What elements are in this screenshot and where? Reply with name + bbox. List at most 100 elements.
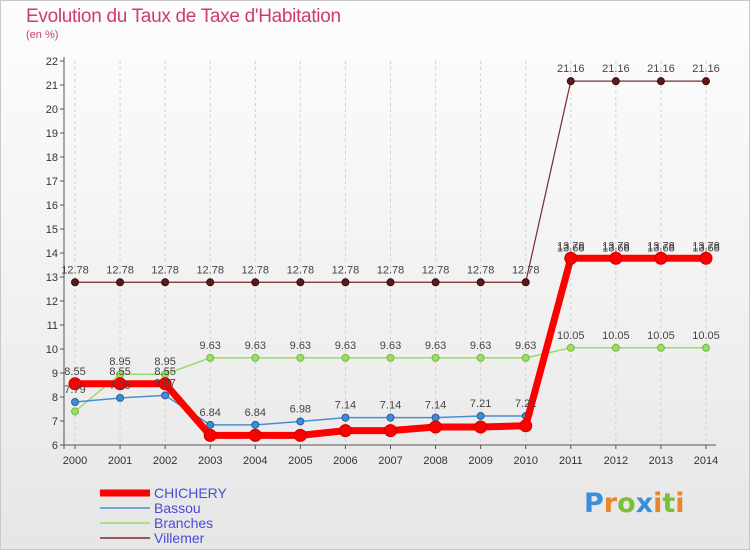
data-label-villemer: 21.16 [647, 63, 675, 75]
x-tick-label: 2002 [153, 455, 177, 467]
data-point-branches [431, 353, 440, 362]
legend-label-bassou: Bassou [154, 500, 201, 516]
x-tick-label: 2013 [649, 455, 673, 467]
data-label-bassou: 7.14 [380, 400, 401, 412]
x-tick-label: 2000 [63, 455, 87, 467]
y-tick-label: 21 [46, 80, 58, 92]
data-point-branches [611, 343, 620, 352]
data-label-branches: 9.63 [425, 340, 446, 352]
x-tick-label: 2001 [108, 455, 132, 467]
data-label-villemer: 21.16 [602, 63, 630, 75]
y-tick-label: 16 [46, 200, 58, 212]
data-label-chichery: 8.55 [64, 366, 85, 378]
y-tick-label: 12 [46, 296, 58, 308]
y-tick-label: 17 [46, 176, 58, 188]
data-label-bassou: 8.07 [154, 377, 175, 389]
y-tick-label: 22 [46, 56, 58, 68]
data-label-branches: 10.05 [647, 330, 675, 342]
logo-letter: x [635, 488, 654, 519]
data-point-chichery [474, 420, 488, 434]
data-label-bassou: 6.98 [290, 403, 311, 415]
data-point-villemer [296, 278, 305, 287]
x-tick-label: 2009 [468, 455, 492, 467]
chart-title: Evolution du Taux de Taxe d'Habitation [26, 6, 341, 27]
data-label-branches: 9.63 [470, 340, 491, 352]
data-point-chichery [158, 377, 172, 391]
x-tick-label: 2008 [423, 455, 447, 467]
y-tick-label: 11 [47, 320, 58, 332]
data-point-villemer [521, 278, 530, 287]
y-tick-label: 19 [46, 128, 58, 140]
data-point-branches [566, 343, 575, 352]
data-point-villemer [431, 278, 440, 287]
data-label-bassou: 7.79 [64, 384, 85, 396]
data-label-bassou: 7.14 [425, 400, 446, 412]
data-label-villemer: 21.16 [692, 63, 720, 75]
y-tick-label: 9 [52, 368, 58, 380]
data-label-bassou: 13.68 [557, 243, 585, 255]
y-tick-label: 15 [46, 224, 58, 236]
x-tick-label: 2004 [243, 455, 267, 467]
data-point-chichery [113, 377, 127, 391]
data-label-chichery: 13.78 [647, 240, 675, 252]
data-label-bassou: 13.68 [602, 243, 630, 255]
data-label-chichery: 8.55 [109, 366, 130, 378]
logo-letter: r [603, 488, 618, 519]
data-label-villemer: 21.16 [557, 63, 585, 75]
data-point-villemer [341, 278, 350, 287]
data-point-chichery [203, 428, 217, 442]
data-label-bassou: 6.84 [245, 407, 266, 419]
data-point-villemer [116, 278, 125, 287]
data-label-bassou: 7.96 [109, 380, 130, 392]
data-point-villemer [71, 278, 79, 287]
data-point-bassou [386, 413, 395, 422]
data-point-villemer [566, 77, 575, 86]
x-tick-label: 2006 [333, 455, 357, 467]
x-tick-label: 2011 [559, 455, 583, 467]
data-point-chichery [68, 377, 82, 391]
data-label-villemer: 12.78 [467, 264, 495, 276]
x-tick-label: 2014 [694, 455, 718, 467]
data-label-villemer: 12.78 [332, 264, 360, 276]
y-tick-label: 20 [46, 104, 58, 116]
data-label-villemer: 12.78 [242, 264, 270, 276]
data-label-branches: 9.63 [290, 340, 311, 352]
data-point-bassou [116, 393, 125, 402]
data-point-villemer [386, 278, 395, 287]
data-label-villemer: 12.78 [512, 264, 540, 276]
logo-letter: o [617, 488, 636, 519]
data-point-branches [206, 353, 215, 362]
data-label-villemer: 12.78 [377, 264, 405, 276]
data-label-bassou: 7.21 [470, 398, 491, 410]
data-point-chichery [429, 420, 443, 434]
y-tick-label: 18 [46, 152, 58, 164]
data-point-chichery [248, 428, 262, 442]
x-tick-label: 2012 [604, 455, 628, 467]
data-point-villemer [611, 77, 620, 86]
data-label-branches: 9.63 [200, 340, 221, 352]
data-label-branches: 9.63 [380, 340, 401, 352]
data-label-branches: 10.05 [557, 330, 585, 342]
data-point-bassou [296, 417, 305, 426]
data-label-villemer: 12.78 [61, 264, 89, 276]
data-point-branches [702, 343, 710, 352]
data-label-branches: 9.63 [245, 340, 266, 352]
data-point-branches [296, 353, 305, 362]
data-point-chichery [293, 428, 307, 442]
data-point-chichery [519, 419, 533, 433]
data-point-branches [656, 343, 665, 352]
data-label-chichery: 13.78 [602, 240, 630, 252]
data-label-branches: 10.05 [602, 330, 630, 342]
data-label-bassou: 13.68 [692, 243, 720, 255]
data-point-bassou [341, 413, 350, 422]
data-point-bassou [206, 420, 215, 429]
y-tick-label: 13 [46, 272, 58, 284]
data-point-branches [341, 353, 350, 362]
data-point-bassou [161, 391, 170, 400]
data-point-chichery [699, 251, 713, 265]
data-label-villemer: 12.78 [422, 264, 450, 276]
data-point-branches [251, 353, 260, 362]
legend-label-branches: Branches [154, 515, 213, 531]
